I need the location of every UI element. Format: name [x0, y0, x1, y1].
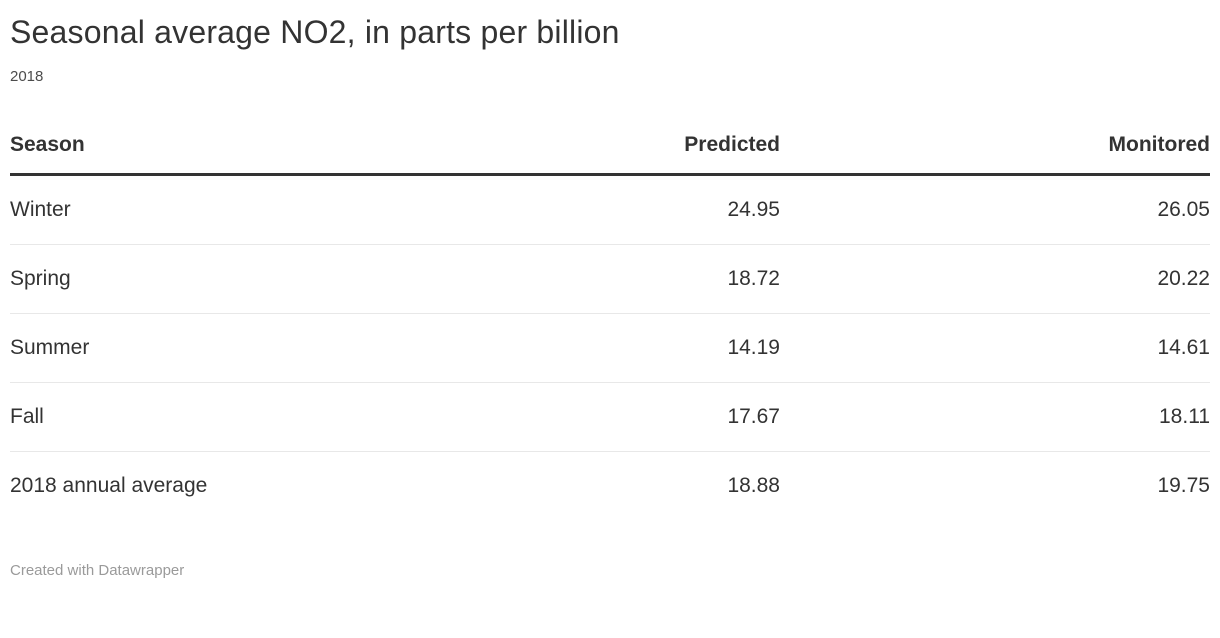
- cell-season: Winter: [10, 174, 480, 245]
- table-row: Fall 17.67 18.11: [10, 382, 1210, 452]
- cell-predicted: 24.95: [480, 174, 780, 245]
- data-table: Season Predicted Monitored Winter 24.95 …: [10, 133, 1210, 520]
- table-row: Summer 14.19 14.61: [10, 313, 1210, 383]
- cell-season: Spring: [10, 244, 480, 314]
- cell-monitored: 14.61: [780, 313, 1210, 383]
- cell-season: 2018 annual average: [10, 474, 208, 497]
- chart-title: Seasonal average NO2, in parts per billi…: [10, 14, 620, 50]
- cell-season: Summer: [10, 313, 480, 383]
- chart-footer: Created with Datawrapper: [10, 562, 1210, 579]
- cell-monitored: 20.22: [780, 244, 1210, 314]
- column-header-monitored: Monitored: [780, 133, 1210, 176]
- chart-subtitle: 2018: [10, 68, 44, 85]
- column-header-predicted: Predicted: [480, 133, 780, 176]
- cell-monitored: 26.05: [780, 174, 1210, 245]
- table-row: 2018 annual average 18.88 19.75: [10, 452, 1210, 521]
- datawrapper-credit-link[interactable]: Created with Datawrapper: [10, 562, 185, 579]
- table-row: Spring 18.72 20.22: [10, 244, 1210, 314]
- cell-predicted: 18.88: [727, 474, 780, 497]
- column-header-season: Season: [10, 133, 480, 176]
- table-header-row: Season Predicted Monitored: [10, 133, 1210, 176]
- cell-predicted: 14.19: [480, 313, 780, 383]
- table-row: Winter 24.95 26.05: [10, 174, 1210, 245]
- cell-season: Fall: [10, 382, 480, 452]
- cell-monitored: 19.75: [1157, 474, 1210, 497]
- cell-monitored: 18.11: [780, 382, 1210, 452]
- cell-predicted: 18.72: [480, 244, 780, 314]
- cell-predicted: 17.67: [480, 382, 780, 452]
